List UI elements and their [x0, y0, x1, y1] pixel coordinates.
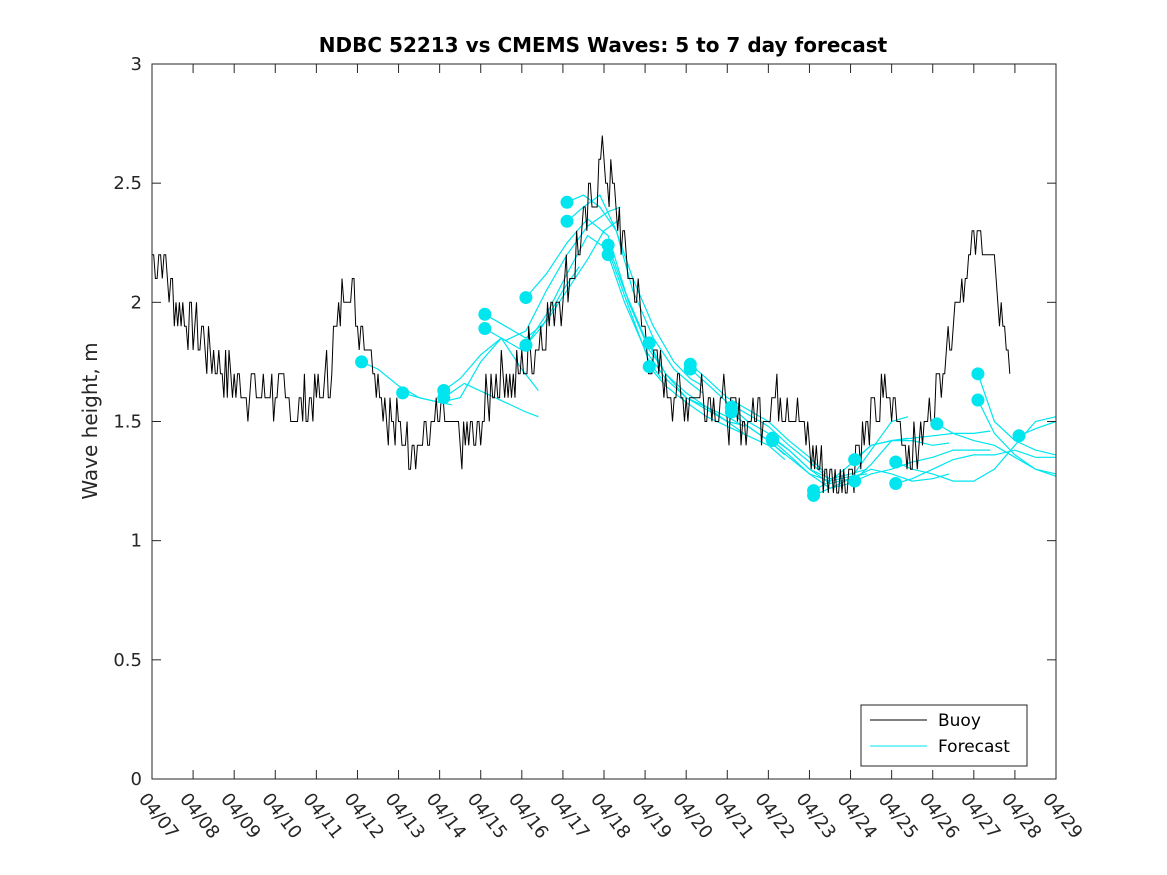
buoy-layer: [152, 135, 1011, 494]
forecast-start-marker: [437, 391, 451, 405]
forecast-line: [689, 368, 827, 477]
forecast-start-marker: [1012, 429, 1026, 443]
forecast-start-marker: [519, 291, 533, 305]
forecast-start-marker: [642, 360, 656, 374]
forecast-line: [402, 337, 539, 404]
forecast-line: [443, 266, 580, 391]
chart-title: NDBC 52213 vs CMEMS Waves: 5 to 7 day fo…: [319, 33, 888, 57]
forecast-start-marker: [601, 248, 615, 262]
y-tick-label: 1.5: [113, 412, 142, 433]
legend-buoy-label: Buoy: [938, 711, 981, 731]
y-tick-label: 2.5: [113, 173, 142, 194]
forecast-start-marker: [971, 393, 985, 407]
forecast-start-marker: [478, 307, 492, 321]
forecast-line: [607, 254, 745, 427]
forecast-line: [854, 430, 991, 461]
y-tick-label: 0: [131, 769, 142, 790]
buoy-line: [152, 135, 1011, 494]
forecast-line: [731, 411, 868, 482]
forecast-layer: [361, 194, 1057, 496]
forecast-start-marker: [683, 362, 697, 376]
y-tick-label: 3: [131, 54, 142, 75]
y-tick-label: 0.5: [113, 650, 142, 671]
forecast-start-marker: [848, 474, 862, 488]
y-axis: 0 0.5 1 1.5 2 2.5 3: [113, 54, 1056, 790]
forecast-line: [525, 234, 662, 379]
y-axis-label: Wave height, m: [78, 342, 102, 499]
forecast-start-marker: [560, 214, 574, 228]
forecast-line: [689, 363, 827, 475]
forecast-line: [566, 194, 703, 394]
forecast-start-marker: [930, 417, 944, 431]
forecast-line: [443, 382, 539, 418]
forecast-start-marker: [889, 476, 903, 490]
forecast-start-marker: [560, 195, 574, 209]
legend: Buoy Forecast: [860, 704, 1028, 767]
legend-forecast-label: Forecast: [938, 737, 1010, 757]
y-tick-label: 2: [131, 292, 142, 313]
forecast-line: [895, 449, 1056, 485]
forecast-start-marker: [971, 367, 985, 381]
forecast-line: [772, 437, 909, 489]
forecast-start-marker: [396, 386, 410, 400]
forecast-start-marker: [807, 488, 821, 502]
y-tick-label: 1: [131, 531, 142, 552]
forecast-start-marker: [601, 238, 615, 252]
forecast-line: [772, 416, 909, 485]
legend-box: [860, 704, 1028, 767]
forecast-start-marker: [519, 338, 533, 352]
forecast-start-marker: [642, 336, 656, 350]
forecast-line: [977, 399, 1057, 477]
forecast-line: [895, 416, 1057, 482]
forecast-start-marker: [889, 455, 903, 469]
forecast-start-marker: [848, 453, 862, 467]
forecast-start-marker: [724, 405, 738, 419]
forecast-start-marker: [765, 434, 779, 448]
forecast-line: [854, 449, 991, 482]
forecast-line: [484, 218, 621, 339]
forecast-start-marker: [355, 355, 369, 369]
forecast-marker-layer: [355, 195, 1026, 502]
forecast-start-marker: [478, 322, 492, 336]
